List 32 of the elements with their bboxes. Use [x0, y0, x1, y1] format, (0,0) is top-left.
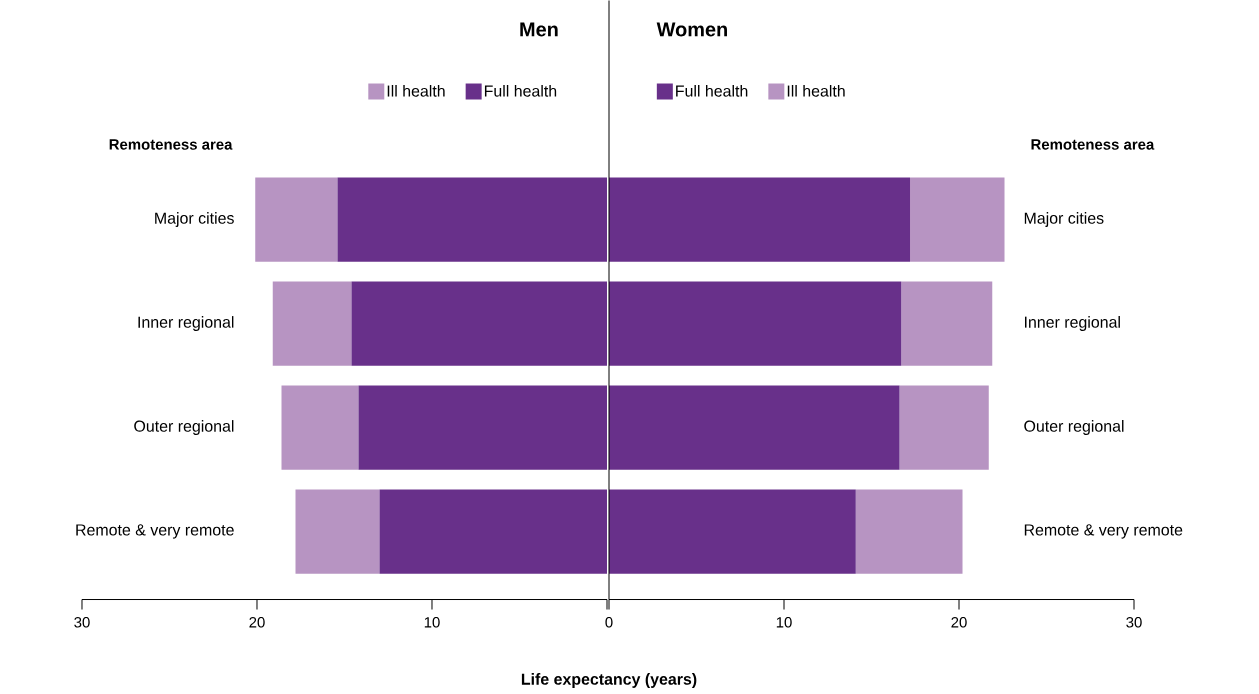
bar	[295, 489, 380, 574]
y-tick-label: Outer regional	[1024, 420, 1124, 436]
x-axis-title: Life expectancy (years)	[521, 673, 697, 689]
chart-title: Women	[656, 22, 727, 37]
bar	[272, 281, 352, 366]
y-tick-label: Outer regional	[134, 420, 234, 436]
y-tick-label: Remote & very remote	[76, 524, 234, 539]
x-tick-label: 20	[249, 617, 265, 628]
bar	[910, 177, 1005, 262]
y-tick-label: Major cities	[155, 212, 234, 228]
y-tick-label: Major cities	[1024, 212, 1104, 228]
x-tick-label: 20	[951, 617, 967, 628]
y-tick-label: Inner regional	[138, 316, 234, 332]
bar	[255, 177, 338, 262]
bar	[281, 385, 359, 470]
x-tick-label: 10	[424, 617, 440, 628]
x-tick-label: 30	[1126, 617, 1142, 628]
y-axis-title: Remoteness area	[1031, 139, 1155, 150]
legend-label: Ill health	[387, 85, 445, 97]
x-tick-label: 10	[776, 617, 792, 628]
bar	[899, 385, 989, 470]
x-tick-label: 30	[74, 617, 90, 628]
y-tick-label: Remote & very remote	[1024, 524, 1183, 539]
bar	[901, 281, 993, 366]
x-tick-label: 0	[605, 617, 613, 628]
y-axis-title: Remoteness area	[109, 139, 233, 150]
bar	[855, 489, 963, 574]
y-tick-label: Inner regional	[1025, 316, 1120, 332]
legend-label: Ill health	[787, 85, 845, 97]
chart-title: Men	[520, 22, 558, 37]
legend-label: Full health	[676, 85, 748, 97]
legend-label: Full health	[484, 85, 557, 97]
